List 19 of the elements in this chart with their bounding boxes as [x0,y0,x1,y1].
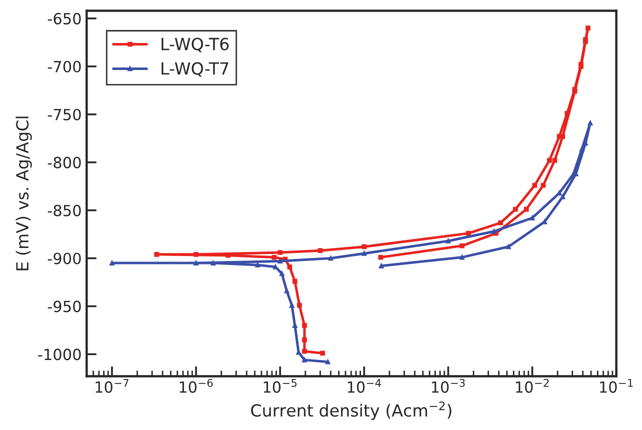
y-tick-label: -850 [48,204,81,216]
x-tick-label: 10$^{−1}$ [600,378,633,393]
y-tick-label: -900 [48,252,81,264]
legend-label: L-WQ-T6 [162,38,229,52]
x-tick-label: 10$^{−3}$ [432,378,465,393]
y-tick-label: -700 [48,60,81,72]
y-tick-label: -750 [48,108,81,120]
legend-label: L-WQ-T7 [162,62,228,77]
y-tick-label: -950 [48,300,81,312]
y-tick-label: -800 [48,156,81,168]
x-tick-label: 10$^{−6}$ [180,378,213,393]
y-axis-title: E (mV) vs. Ag/AgCl [16,116,32,270]
y-tick-label: -1000 [38,348,81,360]
x-tick-label: 10$^{−4}$ [348,378,381,393]
x-tick-label: 10$^{−7}$ [96,378,128,393]
x-tick-label: 10$^{−5}$ [264,378,297,393]
y-tick-label: -650 [48,12,81,24]
x-tick-label: 10$^{−2}$ [516,378,549,393]
x-axis-title: Current density (Acm$^{−2}$) [251,401,452,420]
